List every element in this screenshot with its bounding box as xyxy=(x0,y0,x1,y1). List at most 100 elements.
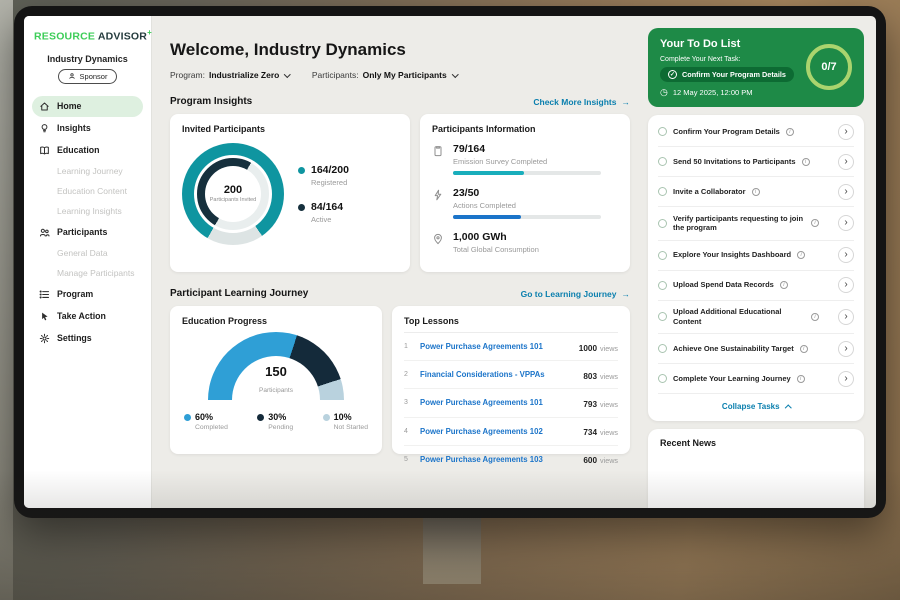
task-row-complete-learning-journey[interactable]: Complete Your Learning Journey i › xyxy=(658,364,854,394)
lesson-views: 803 xyxy=(583,371,598,381)
participants-filter-dropdown[interactable]: Participants: Only My Participants xyxy=(312,70,459,80)
info-icon[interactable]: i xyxy=(779,281,788,289)
info-icon[interactable]: i xyxy=(811,312,819,321)
task-row-send-invitations[interactable]: Send 50 Invitations to Participants i › xyxy=(658,147,854,177)
task-label: Complete Your Learning Journey xyxy=(673,373,791,383)
sponsor-badge[interactable]: Sponsor xyxy=(57,68,118,84)
sidebar-item-general-data[interactable]: General Data xyxy=(57,248,108,258)
insights-cards-row: Invited Participants 200 Participants In… xyxy=(170,114,630,272)
info-icon[interactable]: i xyxy=(797,251,806,259)
donut-center-label: Participants Invited xyxy=(209,197,257,204)
info-icon[interactable]: i xyxy=(799,344,808,353)
task-row-invite-collaborator[interactable]: Invite a Collaborator i › xyxy=(658,177,854,207)
donut-center: 200 Participants Invited xyxy=(205,166,261,222)
lesson-title-link[interactable]: Power Purchase Agreements 103 xyxy=(420,454,543,464)
info-icon[interactable]: i xyxy=(796,374,805,383)
arrow-right-icon: → xyxy=(621,288,631,299)
top-lessons-card: Top Lessons 1 Power Purchase Agreements … xyxy=(392,306,630,465)
task-label: Upload Spend Data Records xyxy=(673,280,774,290)
chevron-right-button[interactable]: › xyxy=(838,308,854,325)
sidebar: RESOURCE ADVISOR+ Industry Dynamics Spon… xyxy=(24,16,152,508)
donut-inner-ring: 200 Participants Invited xyxy=(194,155,272,233)
todo-progress-value: 0/7 xyxy=(821,61,837,73)
sidebar-item-participants[interactable]: Participants xyxy=(32,222,143,243)
chevron-right-button[interactable]: › xyxy=(838,247,854,263)
lesson-title-link[interactable]: Financial Considerations - VPPAs xyxy=(420,370,545,380)
go-to-learning-journey-link[interactable]: Go to Learning Journey → xyxy=(521,289,630,299)
gear-icon xyxy=(39,333,50,343)
chevron-right-button[interactable]: › xyxy=(838,153,854,170)
home-icon xyxy=(40,102,49,110)
collapse-tasks-button[interactable]: Collapse Tasks xyxy=(658,394,854,419)
radio-unchecked-icon[interactable] xyxy=(658,312,667,322)
lesson-rank: 1 xyxy=(404,343,408,351)
recent-news-card: Recent News xyxy=(648,429,864,508)
info-row-consumption: 1,000 GWh Total Global Consumption xyxy=(432,231,618,254)
info-icon[interactable]: i xyxy=(785,127,794,136)
lesson-title-link[interactable]: Power Purchase Agreements 101 xyxy=(420,342,543,352)
task-label: Achieve One Sustainability Target xyxy=(673,343,794,353)
radio-unchecked-icon[interactable] xyxy=(658,280,667,290)
sidebar-item-home[interactable]: Home xyxy=(32,95,143,117)
lesson-title-link[interactable]: Power Purchase Agreements 102 xyxy=(420,426,543,436)
arrow-right-icon: → xyxy=(621,96,631,107)
program-filter-dropdown[interactable]: Program: Industrialize Zero xyxy=(170,70,291,80)
task-label: Send 50 Invitations to Participants xyxy=(673,156,796,166)
task-row-upload-spend-data[interactable]: Upload Spend Data Records i › xyxy=(658,271,854,301)
task-row-verify-participants[interactable]: Verify participants requesting to join t… xyxy=(658,207,854,241)
chevron-right-button[interactable]: › xyxy=(838,215,854,232)
chevron-right-button[interactable]: › xyxy=(838,277,854,293)
radio-unchecked-icon[interactable] xyxy=(658,157,667,166)
card-title: Invited Participants xyxy=(182,124,266,134)
radio-unchecked-icon[interactable] xyxy=(658,374,667,383)
chevron-right-button[interactable]: › xyxy=(838,183,854,200)
info-icon[interactable]: i xyxy=(801,157,810,166)
radio-unchecked-icon[interactable] xyxy=(658,250,667,260)
task-label: Invite a Collaborator xyxy=(673,186,746,196)
task-row-upload-educational-content[interactable]: Upload Additional Educational Content i … xyxy=(658,301,854,334)
sidebar-item-education-content[interactable]: Education Content xyxy=(57,186,127,196)
task-row-explore-insights[interactable]: Explore Your Insights Dashboard i › xyxy=(658,241,854,271)
gauge-legend: 60% Completed 30% Pending 10% Not Starte… xyxy=(182,412,370,431)
chevron-up-icon xyxy=(784,404,792,412)
radio-unchecked-icon[interactable] xyxy=(658,127,667,136)
task-row-achieve-target[interactable]: Achieve One Sustainability Target i › xyxy=(658,334,854,364)
task-row-confirm-program[interactable]: Confirm Your Program Details i › xyxy=(658,117,854,147)
next-task-label: Confirm Your Program Details xyxy=(682,70,786,79)
sidebar-item-insights[interactable]: Insights xyxy=(32,118,143,139)
lesson-rank: 4 xyxy=(404,427,408,435)
next-task-pill[interactable]: ✓ Confirm Your Program Details xyxy=(660,67,794,82)
sidebar-item-take-action[interactable]: Take Action xyxy=(32,306,143,327)
todo-title: Your To Do List xyxy=(660,38,741,50)
chevron-down-icon xyxy=(284,70,291,78)
info-icon[interactable]: i xyxy=(751,187,760,196)
recent-news-heading: Recent News xyxy=(660,438,717,448)
legend-dot xyxy=(298,167,305,174)
sidebar-item-education[interactable]: Education xyxy=(32,140,143,161)
section-heading: Participant Learning Journey xyxy=(170,288,309,299)
nav-label: Program xyxy=(57,289,94,299)
radio-unchecked-icon[interactable] xyxy=(658,187,667,196)
dashboard-screen: RESOURCE ADVISOR+ Industry Dynamics Spon… xyxy=(24,16,876,508)
sidebar-item-manage-participants[interactable]: Manage Participants xyxy=(57,268,135,278)
radio-unchecked-icon[interactable] xyxy=(658,218,667,228)
chevron-right-button[interactable]: › xyxy=(838,123,854,140)
sidebar-item-learning-insights[interactable]: Learning Insights xyxy=(57,206,122,216)
lesson-row: 4 Power Purchase Agreements 102 734 views xyxy=(404,418,618,446)
chevron-right-button[interactable]: › xyxy=(838,340,854,357)
info-icon[interactable]: i xyxy=(811,219,819,228)
views-suffix: views xyxy=(600,399,618,409)
legend-value: 60% xyxy=(195,412,214,422)
radio-unchecked-icon[interactable] xyxy=(658,344,667,353)
legend-dot xyxy=(257,413,265,421)
monitor-stand xyxy=(423,514,481,584)
sidebar-item-program[interactable]: Program xyxy=(32,284,143,305)
sidebar-item-learning-journey[interactable]: Learning Journey xyxy=(57,166,123,176)
sidebar-item-settings[interactable]: Settings xyxy=(32,328,143,349)
sidebar-nav: Home Insights Education Learning Journey… xyxy=(32,95,143,349)
chevron-right-button[interactable]: › xyxy=(838,370,854,387)
todo-summary-card: Your To Do List Complete Your Next Task:… xyxy=(648,28,864,107)
check-more-insights-link[interactable]: Check More Insights → xyxy=(533,97,630,107)
lesson-title-link[interactable]: Power Purchase Agreements 101 xyxy=(420,398,543,408)
